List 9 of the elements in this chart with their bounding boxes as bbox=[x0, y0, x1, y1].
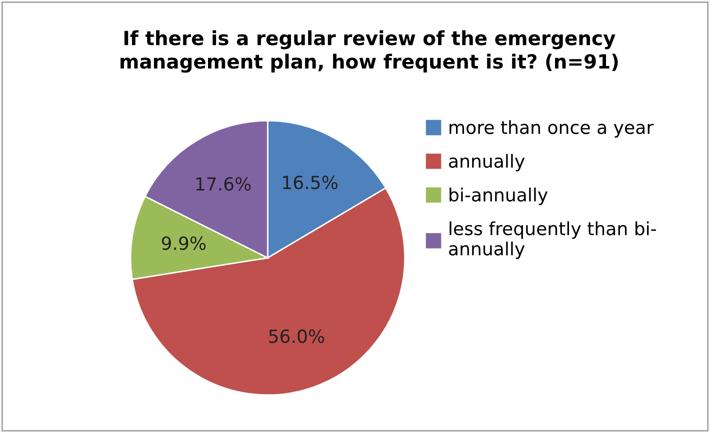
data-label: 56.0% bbox=[269, 329, 324, 344]
data-label: 9.9% bbox=[162, 236, 206, 250]
legend-label: annually bbox=[449, 154, 525, 172]
legend-label: more than once a year bbox=[450, 120, 654, 138]
chart-title: If there is a regular review of the emergency management plan, how frequent is it? (n=91) bbox=[120, 30, 618, 73]
data-label: 16.5% bbox=[283, 176, 338, 190]
legend-label: bi-annually bbox=[450, 188, 548, 206]
legend-label: less frequently than bi- annually bbox=[449, 221, 656, 260]
data-label: 17.6% bbox=[196, 177, 251, 191]
